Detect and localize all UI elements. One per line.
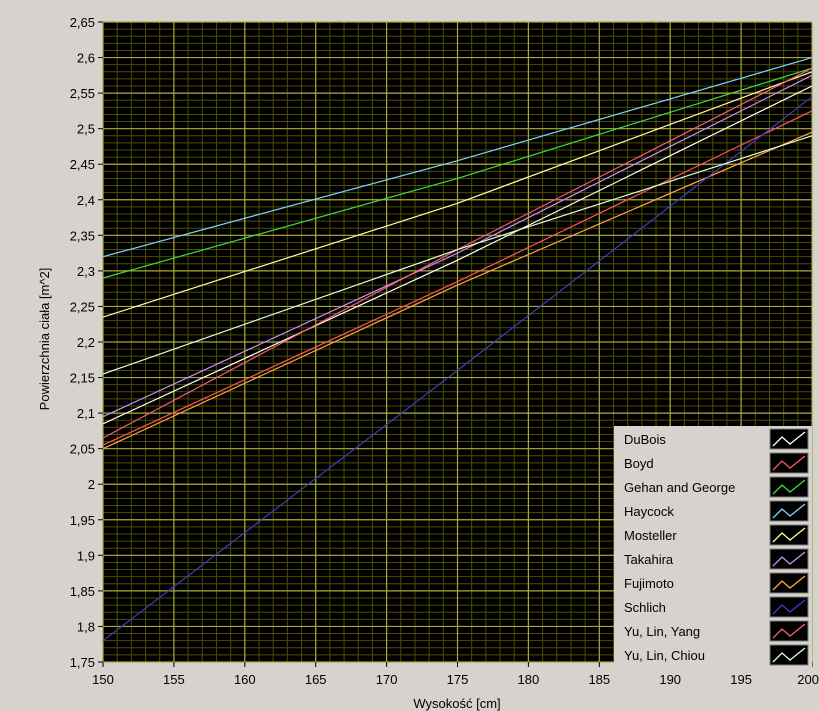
series-line — [102, 85, 813, 425]
legend-swatch-box — [769, 476, 809, 498]
legend-label: Schlich — [624, 600, 666, 615]
x-tick-label: 175 — [447, 672, 469, 687]
y-tick-label: 2,15 — [70, 371, 95, 386]
legend-swatch-line — [772, 503, 806, 519]
series-line — [102, 96, 813, 642]
legend: DuBois Boyd Gehan and George Haycock Mostell… — [614, 426, 812, 670]
x-tick-label: 155 — [163, 672, 185, 687]
y-tick-label: 2,65 — [70, 15, 95, 30]
legend-swatch-box — [769, 620, 809, 642]
legend-swatch-line — [772, 431, 806, 447]
legend-label: DuBois — [624, 432, 666, 447]
x-tick-label: 150 — [92, 672, 114, 687]
legend-label: Yu, Lin, Chiou — [624, 648, 705, 663]
y-tick-label: 2,2 — [77, 335, 95, 350]
series-line — [102, 135, 813, 375]
legend-label: Yu, Lin, Yang — [624, 624, 700, 639]
series-line — [102, 74, 813, 418]
legend-swatch-line — [772, 599, 806, 615]
x-tick-label: 190 — [659, 672, 681, 687]
y-tick-label: 1,9 — [77, 548, 95, 563]
y-tick-label: 2,5 — [77, 122, 95, 137]
legend-swatch-box — [769, 596, 809, 618]
legend-label: Boyd — [624, 456, 654, 471]
x-axis-ticks: 150 155 160 165 170 175 180 185 190 195 200 — [92, 662, 819, 687]
legend-swatch-box — [769, 572, 809, 594]
y-tick-label: 1,75 — [70, 655, 95, 670]
series-line — [102, 110, 813, 446]
legend-label: Gehan and George — [624, 480, 735, 495]
y-tick-label: 2,6 — [77, 51, 95, 66]
legend-swatch-line — [772, 575, 806, 591]
legend-label: Haycock — [624, 504, 674, 519]
y-tick-label: 2,25 — [70, 299, 95, 314]
y-tick-label: 1,95 — [70, 513, 95, 528]
legend-swatch-box — [769, 452, 809, 474]
legend-swatch-box — [769, 500, 809, 522]
series-layer — [102, 57, 813, 642]
legend-swatch-box — [769, 644, 809, 666]
legend-swatch-line — [772, 527, 806, 543]
y-tick-label: 1,85 — [70, 584, 95, 599]
x-tick-label: 165 — [305, 672, 327, 687]
x-tick-label: 170 — [376, 672, 398, 687]
series-line — [102, 67, 813, 279]
x-tick-label: 160 — [234, 672, 256, 687]
series-line — [102, 131, 813, 450]
legend-swatch-box — [769, 524, 809, 546]
y-axis-label: Powierzchnia ciała [m^2] — [37, 268, 52, 411]
series-line — [102, 57, 813, 258]
legend-label: Mosteller — [624, 528, 677, 543]
x-axis-label: Wysokość [cm] — [413, 696, 500, 711]
legend-swatch-box — [769, 428, 809, 450]
legend-swatch-line — [772, 479, 806, 495]
x-tick-label: 195 — [730, 672, 752, 687]
x-tick-label: 200 — [797, 672, 819, 687]
legend-swatch-line — [772, 647, 806, 663]
legend-swatch-box — [769, 548, 809, 570]
y-tick-label: 2,35 — [70, 228, 95, 243]
series-line — [102, 71, 813, 318]
y-axis-ticks: 1,75 1,8 1,85 1,9 1,95 2 2,05 2,1 2,15 2,2 2,25 2,3… — [70, 15, 103, 670]
legend-swatch-line — [772, 455, 806, 471]
legend-swatch-line — [772, 551, 806, 567]
y-tick-label: 2,4 — [77, 193, 95, 208]
y-tick-label: 2,1 — [77, 406, 95, 421]
y-tick-label: 1,8 — [77, 619, 95, 634]
x-tick-label: 185 — [588, 672, 610, 687]
y-tick-label: 2,05 — [70, 442, 95, 457]
y-tick-label: 2 — [88, 477, 95, 492]
y-tick-label: 2,45 — [70, 157, 95, 172]
y-tick-label: 2,55 — [70, 86, 95, 101]
legend-swatch-line — [772, 623, 806, 639]
x-tick-label: 180 — [518, 672, 540, 687]
legend-label: Takahira — [624, 552, 674, 567]
y-tick-label: 2,3 — [77, 264, 95, 279]
legend-label: Fujimoto — [624, 576, 674, 591]
